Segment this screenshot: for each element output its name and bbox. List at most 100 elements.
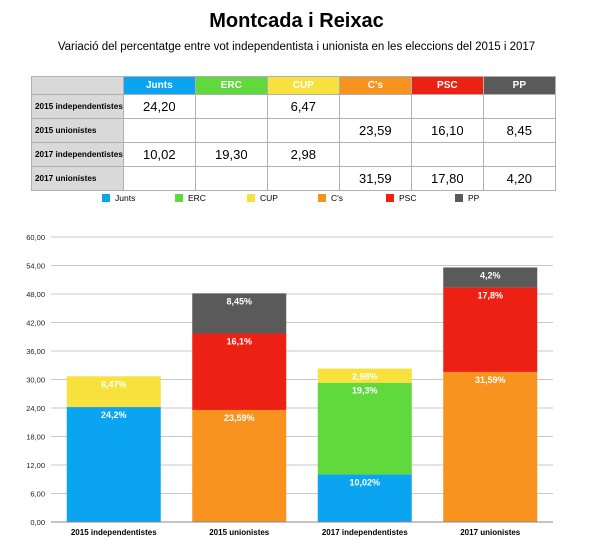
legend-item: C's — [318, 193, 343, 203]
table-cell — [122, 118, 196, 143]
table-body: 2015 independentistes 24,20 6,47 2015 union… — [31, 94, 556, 191]
table-cell: 16,10 — [410, 118, 484, 143]
legend-label: CUP — [260, 193, 278, 203]
data-label: 19,3% — [352, 386, 378, 396]
y-tick-label: 36,00 — [26, 347, 45, 356]
chart-subtitle: Variació del percentatge entre vot indep… — [57, 41, 536, 53]
table-header-pp: PP — [482, 76, 556, 95]
table-cell: 31,59 — [338, 166, 412, 191]
data-label: 17,8% — [477, 290, 503, 300]
chart-title: Montcada i Reixac — [209, 10, 384, 32]
legend-item: Junts — [102, 193, 135, 203]
table-header-psc: PSC — [410, 76, 484, 95]
legend-item: PSC — [386, 193, 416, 203]
table-cell: 23,59 — [338, 118, 412, 143]
table-cell — [194, 118, 268, 143]
y-tick-label: 60,00 — [26, 233, 45, 242]
table-header-cup: CUP — [266, 76, 340, 95]
table-cell — [410, 142, 484, 167]
table-header-row: Junts ERC CUP C's PSC PP — [31, 76, 556, 95]
table-cell — [482, 94, 556, 119]
y-tick-label: 24,00 — [26, 404, 45, 413]
y-tick-label: 48,00 — [26, 290, 45, 299]
bar-segment — [66, 376, 161, 408]
table-cell — [194, 166, 268, 191]
y-tick-label: 12,00 — [26, 461, 45, 470]
bar-segment — [192, 409, 287, 522]
table-cell — [338, 94, 412, 119]
x-tick-label: 2017 unionistes — [460, 528, 521, 537]
table-cell: 4,20 — [482, 166, 556, 191]
table-row-label: 2017 unionistes — [31, 166, 124, 191]
bar-segment — [192, 293, 287, 334]
y-tick-label: 18,00 — [26, 433, 45, 442]
table-cell — [410, 94, 484, 119]
data-label: 24,2% — [101, 410, 127, 420]
bar-segment — [443, 371, 538, 522]
legend-swatch — [175, 194, 183, 202]
data-label: 4,2% — [480, 270, 501, 280]
bar-segment — [443, 267, 538, 288]
bar-segment — [317, 368, 412, 383]
table-cell: 2,98 — [266, 142, 340, 167]
data-label: 2,98% — [352, 372, 378, 382]
table-row-label: 2017 independentistes — [31, 142, 124, 167]
legend-label: C's — [331, 193, 344, 203]
stacked-bar-chart: 0,00 6,00 12,00 18,00 24,00 30,00 36,00 42,00 48… — [26, 233, 553, 537]
table-cell: 10,02 — [122, 142, 196, 167]
bar-segment — [192, 333, 287, 410]
legend-swatch — [102, 194, 110, 202]
y-tick-label: 54,00 — [26, 262, 45, 271]
data-label: 8,45% — [226, 296, 252, 306]
table-cell — [266, 118, 340, 143]
data-label: 31,59% — [475, 375, 506, 385]
data-label: 6,47% — [101, 379, 127, 389]
bar-segment — [66, 407, 161, 522]
table-cell — [122, 166, 196, 191]
table-cell: 8,45 — [482, 118, 556, 143]
table-row: 2015 independentistes 24,20 6,47 — [31, 94, 556, 119]
legend-swatch — [318, 194, 326, 202]
table-cell — [338, 142, 412, 167]
table-corner-cell — [31, 76, 124, 95]
table-cell — [266, 166, 340, 191]
legend-label: Junts — [115, 193, 136, 203]
y-tick-label: 30,00 — [26, 376, 45, 385]
y-tick-label: 42,00 — [26, 319, 45, 328]
legend-label: PP — [468, 193, 480, 203]
data-label: 23,59% — [224, 413, 255, 423]
y-tick-label: 0,00 — [30, 518, 45, 527]
x-tick-label: 2015 independentistes — [71, 528, 157, 537]
table-header-junts: Junts — [122, 76, 196, 95]
data-label: 16,1% — [226, 336, 252, 346]
data-table: Junts ERC CUP C's PSC PP 2015 independen… — [31, 76, 556, 191]
bar-segment — [317, 382, 412, 475]
y-tick-label: 6,00 — [30, 490, 45, 499]
table-row-label: 2015 unionistes — [31, 118, 124, 143]
chart-legend: Junts ERC CUP C's PSC PP — [0, 193, 593, 207]
x-tick-label: 2017 independentistes — [322, 528, 408, 537]
legend-swatch — [455, 194, 463, 202]
legend-item: CUP — [247, 193, 278, 203]
legend-item: PP — [455, 193, 479, 203]
legend-swatch — [247, 194, 255, 202]
x-tick-label: 2015 unionistes — [209, 528, 270, 537]
table-header-erc: ERC — [194, 76, 268, 95]
table-row: 2017 independentistes 10,02 19,30 2,98 — [31, 142, 556, 167]
bar-segment — [317, 474, 412, 522]
table-cell: 19,30 — [194, 142, 268, 167]
table-cell — [482, 142, 556, 167]
table-cell: 17,80 — [410, 166, 484, 191]
table-row: 2017 unionistes 31,59 17,80 4,20 — [31, 166, 556, 191]
table-row: 2015 unionistes 23,59 16,10 8,45 — [31, 118, 556, 143]
table-header-cs: C's — [338, 76, 412, 95]
legend-label: PSC — [399, 193, 417, 203]
table-cell: 6,47 — [266, 94, 340, 119]
legend-label: ERC — [188, 193, 206, 203]
bar-segment — [443, 287, 538, 372]
data-label: 10,02% — [349, 477, 380, 487]
table-cell: 24,20 — [122, 94, 196, 119]
legend-item: ERC — [175, 193, 206, 203]
table-cell — [194, 94, 268, 119]
legend-swatch — [386, 194, 394, 202]
